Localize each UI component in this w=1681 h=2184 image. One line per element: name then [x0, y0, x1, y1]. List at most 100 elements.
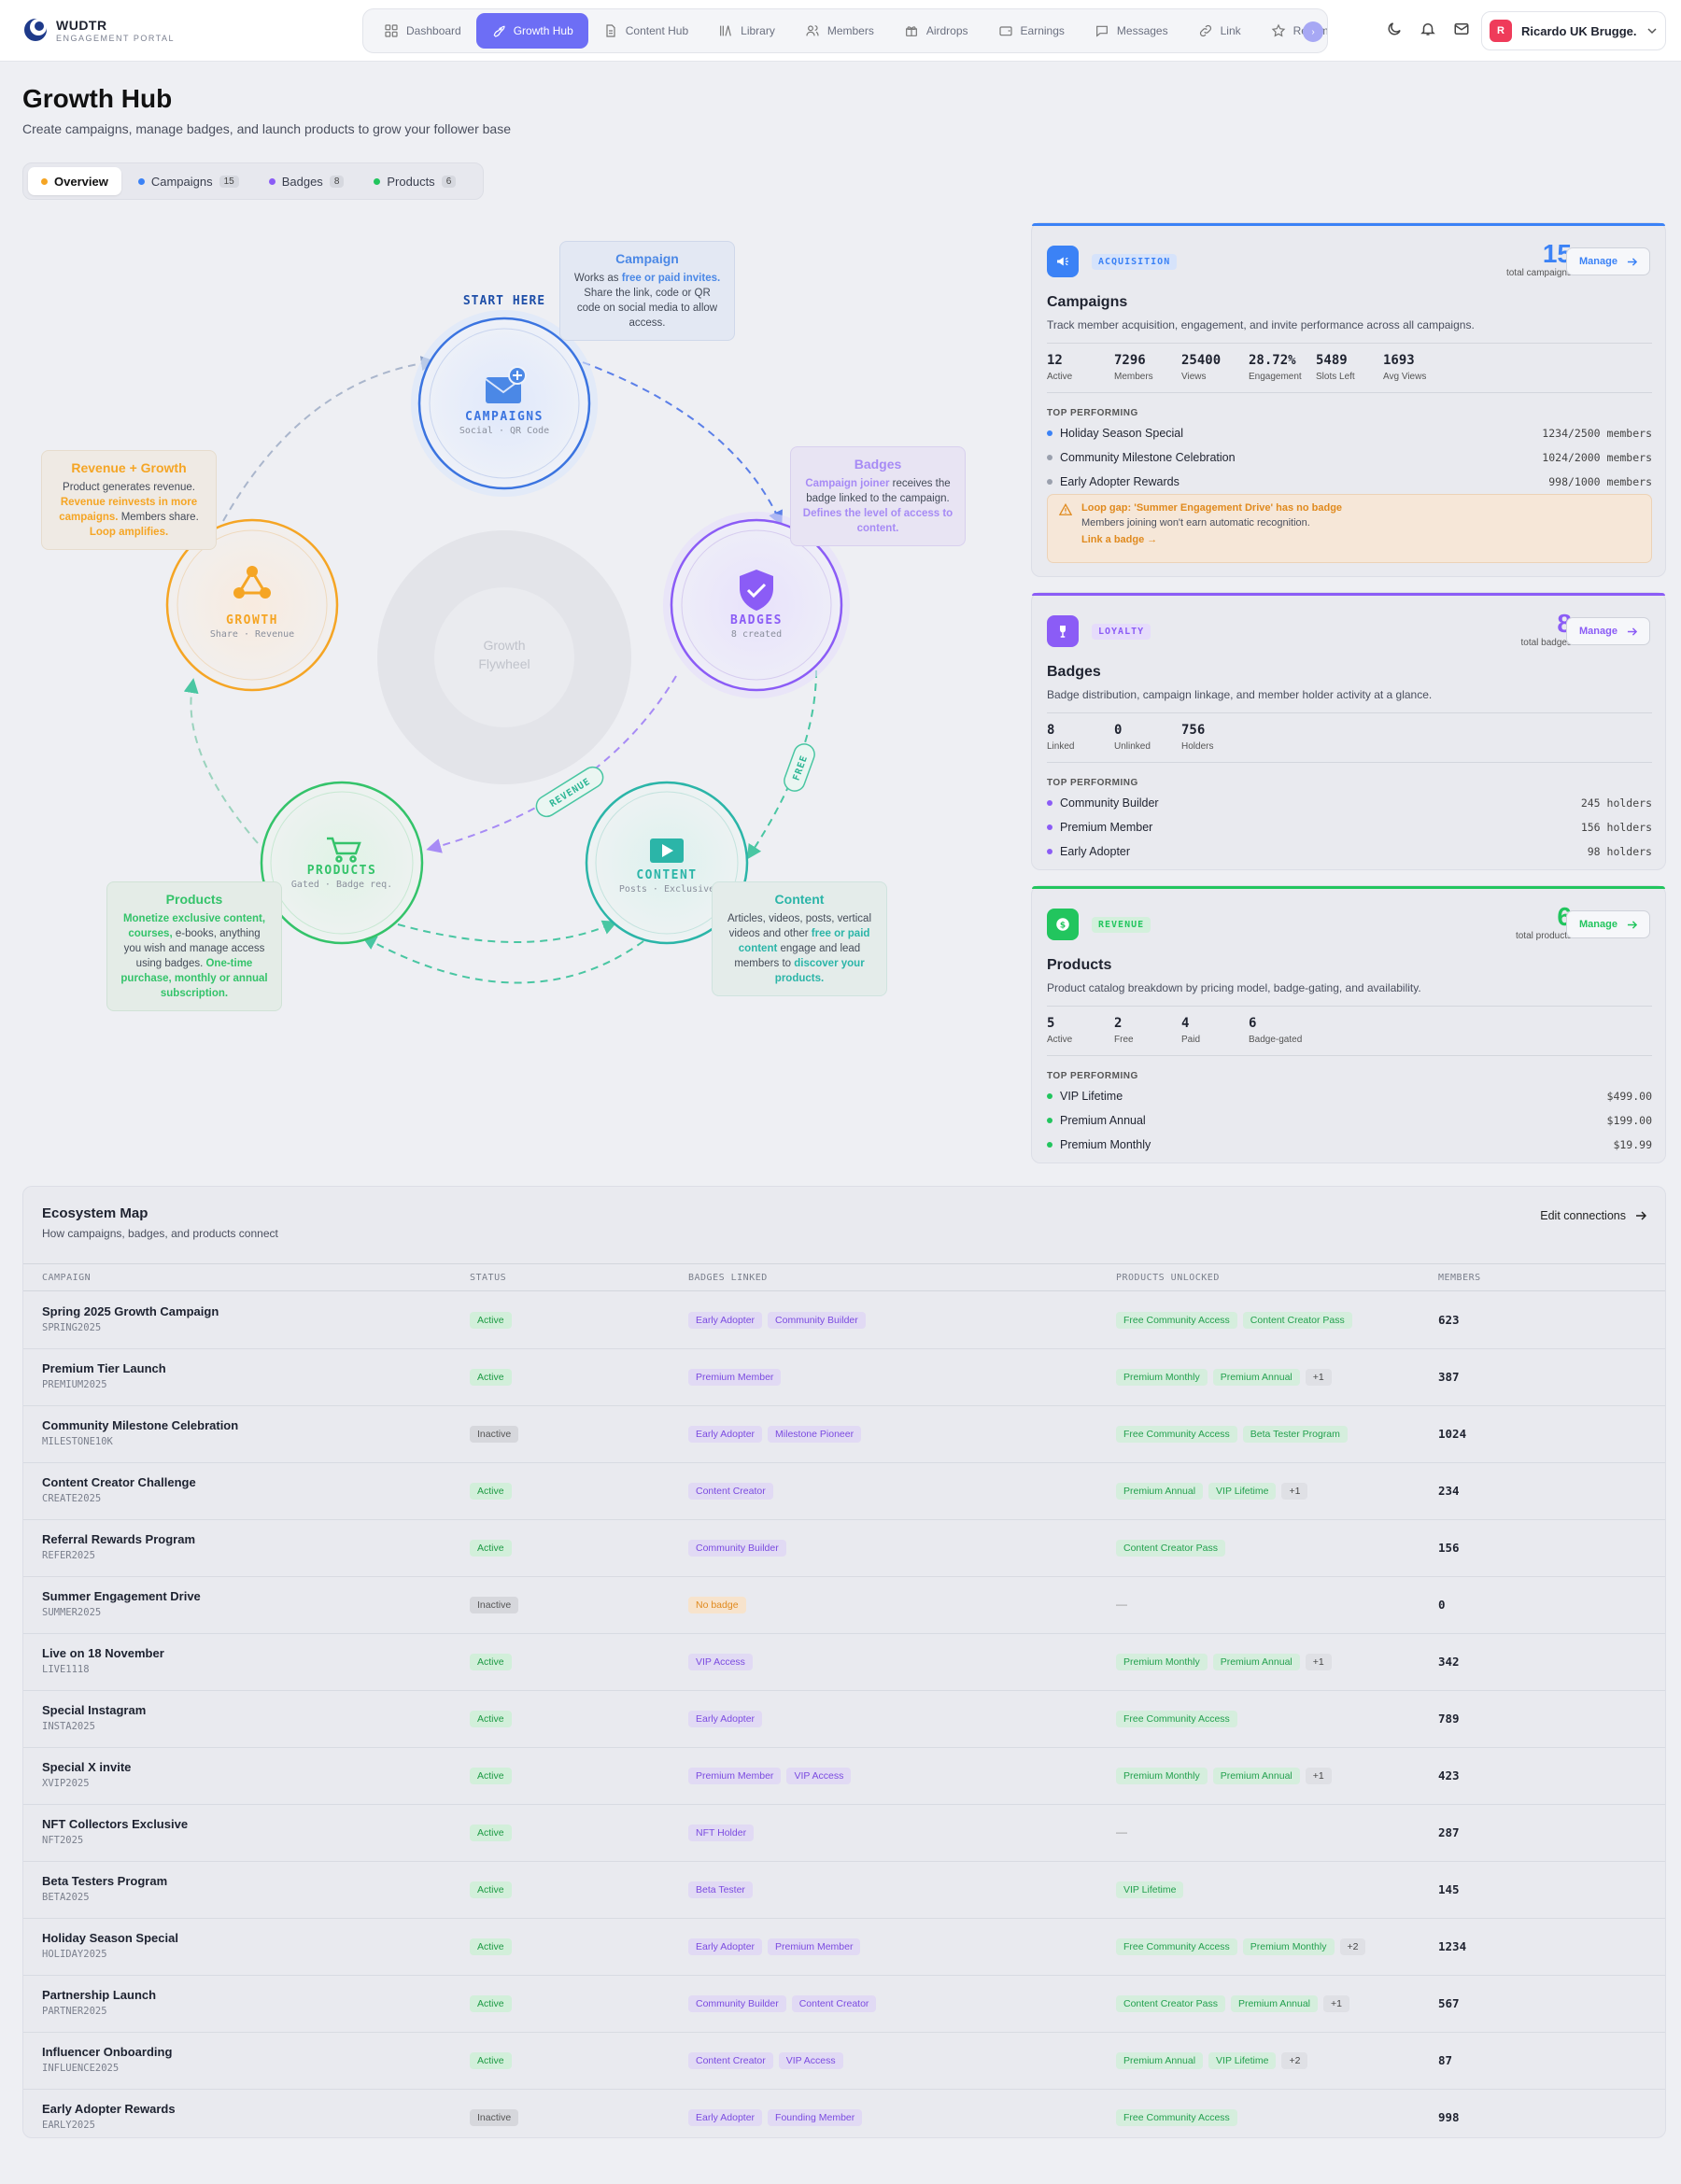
badge-pill[interactable]: Founding Member: [768, 2109, 863, 2126]
tab-products[interactable]: Products 6: [360, 167, 469, 195]
nav-item-dashboard[interactable]: Dashboard: [369, 13, 476, 49]
product-pill[interactable]: Premium Annual: [1212, 1369, 1300, 1386]
bell-icon[interactable]: [1420, 21, 1436, 37]
badge-pill[interactable]: Content Creator: [688, 1483, 773, 1500]
product-pill[interactable]: Premium Monthly: [1116, 1768, 1208, 1784]
table-row[interactable]: Summer Engagement Drive SUMMER2025 Inactiv…: [23, 1577, 1665, 1634]
badges-manage-button[interactable]: Manage: [1566, 617, 1650, 645]
product-pill[interactable]: Content Creator Pass: [1116, 1540, 1225, 1557]
table-row[interactable]: Influencer Onboarding INFLUENCE2025 Active…: [23, 2033, 1665, 2090]
badge-pill[interactable]: Premium Member: [688, 1768, 782, 1784]
top-performing-item[interactable]: Early Adopter Rewards 998/1000 members: [1047, 475, 1652, 488]
link-badge-link[interactable]: Link a badge →: [1081, 534, 1158, 545]
product-pill[interactable]: VIP Lifetime: [1208, 1483, 1277, 1500]
products-manage-button[interactable]: Manage: [1566, 910, 1650, 938]
top-performing-item[interactable]: Holiday Season Special 1234/2500 members: [1047, 427, 1652, 440]
tab-overview[interactable]: Overview: [28, 167, 121, 195]
more-products-pill[interactable]: +1: [1305, 1768, 1332, 1784]
badge-pill[interactable]: VIP Access: [786, 1768, 852, 1784]
table-row[interactable]: Holiday Season Special HOLIDAY2025 Active E…: [23, 1919, 1665, 1976]
brand-logo[interactable]: WUDTR ENGAGEMENT PORTAL: [22, 17, 175, 43]
table-row[interactable]: Community Milestone Celebration MILESTONE…: [23, 1406, 1665, 1463]
table-row[interactable]: Special Instagram INSTA2025 Active Early Ad…: [23, 1691, 1665, 1748]
product-pill[interactable]: Free Community Access: [1116, 1711, 1237, 1727]
top-performing-item[interactable]: VIP Lifetime $499.00: [1047, 1090, 1652, 1103]
node-growth[interactable]: GROWTH Share · Revenue: [165, 518, 339, 692]
product-pill[interactable]: Premium Monthly: [1116, 1369, 1208, 1386]
badge-pill[interactable]: Early Adopter: [688, 1711, 763, 1727]
nav-item-earnings[interactable]: Earnings: [983, 13, 1080, 49]
badge-pill[interactable]: Milestone Pioneer: [768, 1426, 862, 1443]
product-pill[interactable]: Free Community Access: [1116, 1426, 1237, 1443]
table-row[interactable]: Spring 2025 Growth Campaign SPRING2025 Act…: [23, 1292, 1665, 1349]
nav-item-content-hub[interactable]: Content Hub: [588, 13, 703, 49]
table-row[interactable]: Content Creator Challenge CREATE2025 Activ…: [23, 1463, 1665, 1520]
product-pill[interactable]: Content Creator Pass: [1242, 1312, 1352, 1329]
badge-pill[interactable]: Early Adopter: [688, 2109, 763, 2126]
mail-icon[interactable]: [1453, 21, 1470, 37]
nav-scroll-right-icon[interactable]: ›: [1303, 21, 1323, 42]
more-products-pill[interactable]: +1: [1323, 1995, 1349, 2012]
user-menu[interactable]: R Ricardo UK Brugge...: [1481, 11, 1666, 50]
top-performing-item[interactable]: Premium Annual $199.00: [1047, 1114, 1652, 1127]
product-pill[interactable]: Free Community Access: [1116, 2109, 1237, 2126]
no-badge-pill[interactable]: No badge: [688, 1597, 746, 1613]
edit-connections-button[interactable]: Edit connections: [1540, 1209, 1646, 1222]
nav-item-messages[interactable]: Messages: [1080, 13, 1183, 49]
node-badges[interactable]: BADGES 8 created: [663, 512, 850, 698]
badge-pill[interactable]: VIP Access: [688, 1654, 753, 1670]
badge-pill[interactable]: Early Adopter: [688, 1312, 763, 1329]
top-performing-item[interactable]: Early Adopter 98 holders: [1047, 845, 1652, 858]
table-row[interactable]: Early Adopter Rewards EARLY2025 Inactive Ea…: [23, 2090, 1665, 2137]
campaigns-manage-button[interactable]: Manage: [1566, 247, 1650, 275]
nav-item-airdrops[interactable]: Airdrops: [889, 13, 983, 49]
product-pill[interactable]: VIP Lifetime: [1116, 1881, 1184, 1898]
badge-pill[interactable]: Beta Tester: [688, 1881, 753, 1898]
more-products-pill[interactable]: +1: [1305, 1369, 1332, 1386]
badge-pill[interactable]: Community Builder: [688, 1995, 786, 2012]
product-pill[interactable]: Premium Annual: [1116, 1483, 1204, 1500]
badge-pill[interactable]: VIP Access: [778, 2052, 843, 2069]
product-pill[interactable]: Premium Annual: [1230, 1995, 1319, 2012]
badge-pill[interactable]: Community Builder: [688, 1540, 786, 1557]
table-row[interactable]: Premium Tier Launch PREMIUM2025 Active Prem…: [23, 1349, 1665, 1406]
product-pill[interactable]: Premium Annual: [1116, 2052, 1204, 2069]
nav-item-link[interactable]: Link: [1183, 13, 1256, 49]
product-pill[interactable]: Beta Tester Program: [1242, 1426, 1348, 1443]
badge-pill[interactable]: Early Adopter: [688, 1426, 763, 1443]
nav-item-growth-hub[interactable]: Growth Hub: [475, 13, 588, 49]
node-content[interactable]: CONTENT Posts · Exclusive: [585, 781, 749, 945]
node-products[interactable]: PRODUCTS Gated · Badge req.: [260, 781, 424, 945]
product-pill[interactable]: Premium Monthly: [1242, 1938, 1335, 1955]
tab-badges[interactable]: Badges 8: [256, 167, 358, 195]
product-pill[interactable]: Content Creator Pass: [1116, 1995, 1225, 2012]
more-products-pill[interactable]: +2: [1339, 1938, 1366, 1955]
product-pill[interactable]: Premium Annual: [1212, 1654, 1300, 1670]
badge-pill[interactable]: Community Builder: [768, 1312, 866, 1329]
top-performing-item[interactable]: Community Builder 245 holders: [1047, 796, 1652, 810]
top-performing-item[interactable]: Community Milestone Celebration 1024/2000…: [1047, 451, 1652, 464]
table-row[interactable]: Referral Rewards Program REFER2025 Active C…: [23, 1520, 1665, 1577]
table-row[interactable]: Live on 18 November LIVE1118 Active VIP Acc…: [23, 1634, 1665, 1691]
nav-item-members[interactable]: Members: [790, 13, 889, 49]
table-row[interactable]: Special X invite XVIP2025 Active Premium Me…: [23, 1748, 1665, 1805]
top-performing-item[interactable]: Premium Member 156 holders: [1047, 821, 1652, 834]
table-row[interactable]: Partnership Launch PARTNER2025 Active Commu…: [23, 1976, 1665, 2033]
more-products-pill[interactable]: +1: [1305, 1654, 1332, 1670]
tab-campaigns[interactable]: Campaigns 15: [125, 167, 252, 195]
product-pill[interactable]: Free Community Access: [1116, 1938, 1237, 1955]
badge-pill[interactable]: NFT Holder: [688, 1825, 755, 1841]
node-campaigns[interactable]: CAMPAIGNS Social · QR Code: [411, 310, 598, 497]
more-products-pill[interactable]: +1: [1281, 1483, 1308, 1500]
moon-icon[interactable]: [1386, 21, 1403, 37]
product-pill[interactable]: Free Community Access: [1116, 1312, 1237, 1329]
product-pill[interactable]: Premium Monthly: [1116, 1654, 1208, 1670]
badge-pill[interactable]: Premium Member: [688, 1369, 782, 1386]
badge-pill[interactable]: Content Creator: [688, 2052, 773, 2069]
table-row[interactable]: Beta Testers Program BETA2025 Active Beta T…: [23, 1862, 1665, 1919]
badge-pill[interactable]: Premium Member: [768, 1938, 861, 1955]
more-products-pill[interactable]: +2: [1281, 2052, 1308, 2069]
nav-item-library[interactable]: Library: [703, 13, 790, 49]
product-pill[interactable]: Premium Annual: [1212, 1768, 1300, 1784]
table-row[interactable]: NFT Collectors Exclusive NFT2025 Active NFT…: [23, 1805, 1665, 1862]
